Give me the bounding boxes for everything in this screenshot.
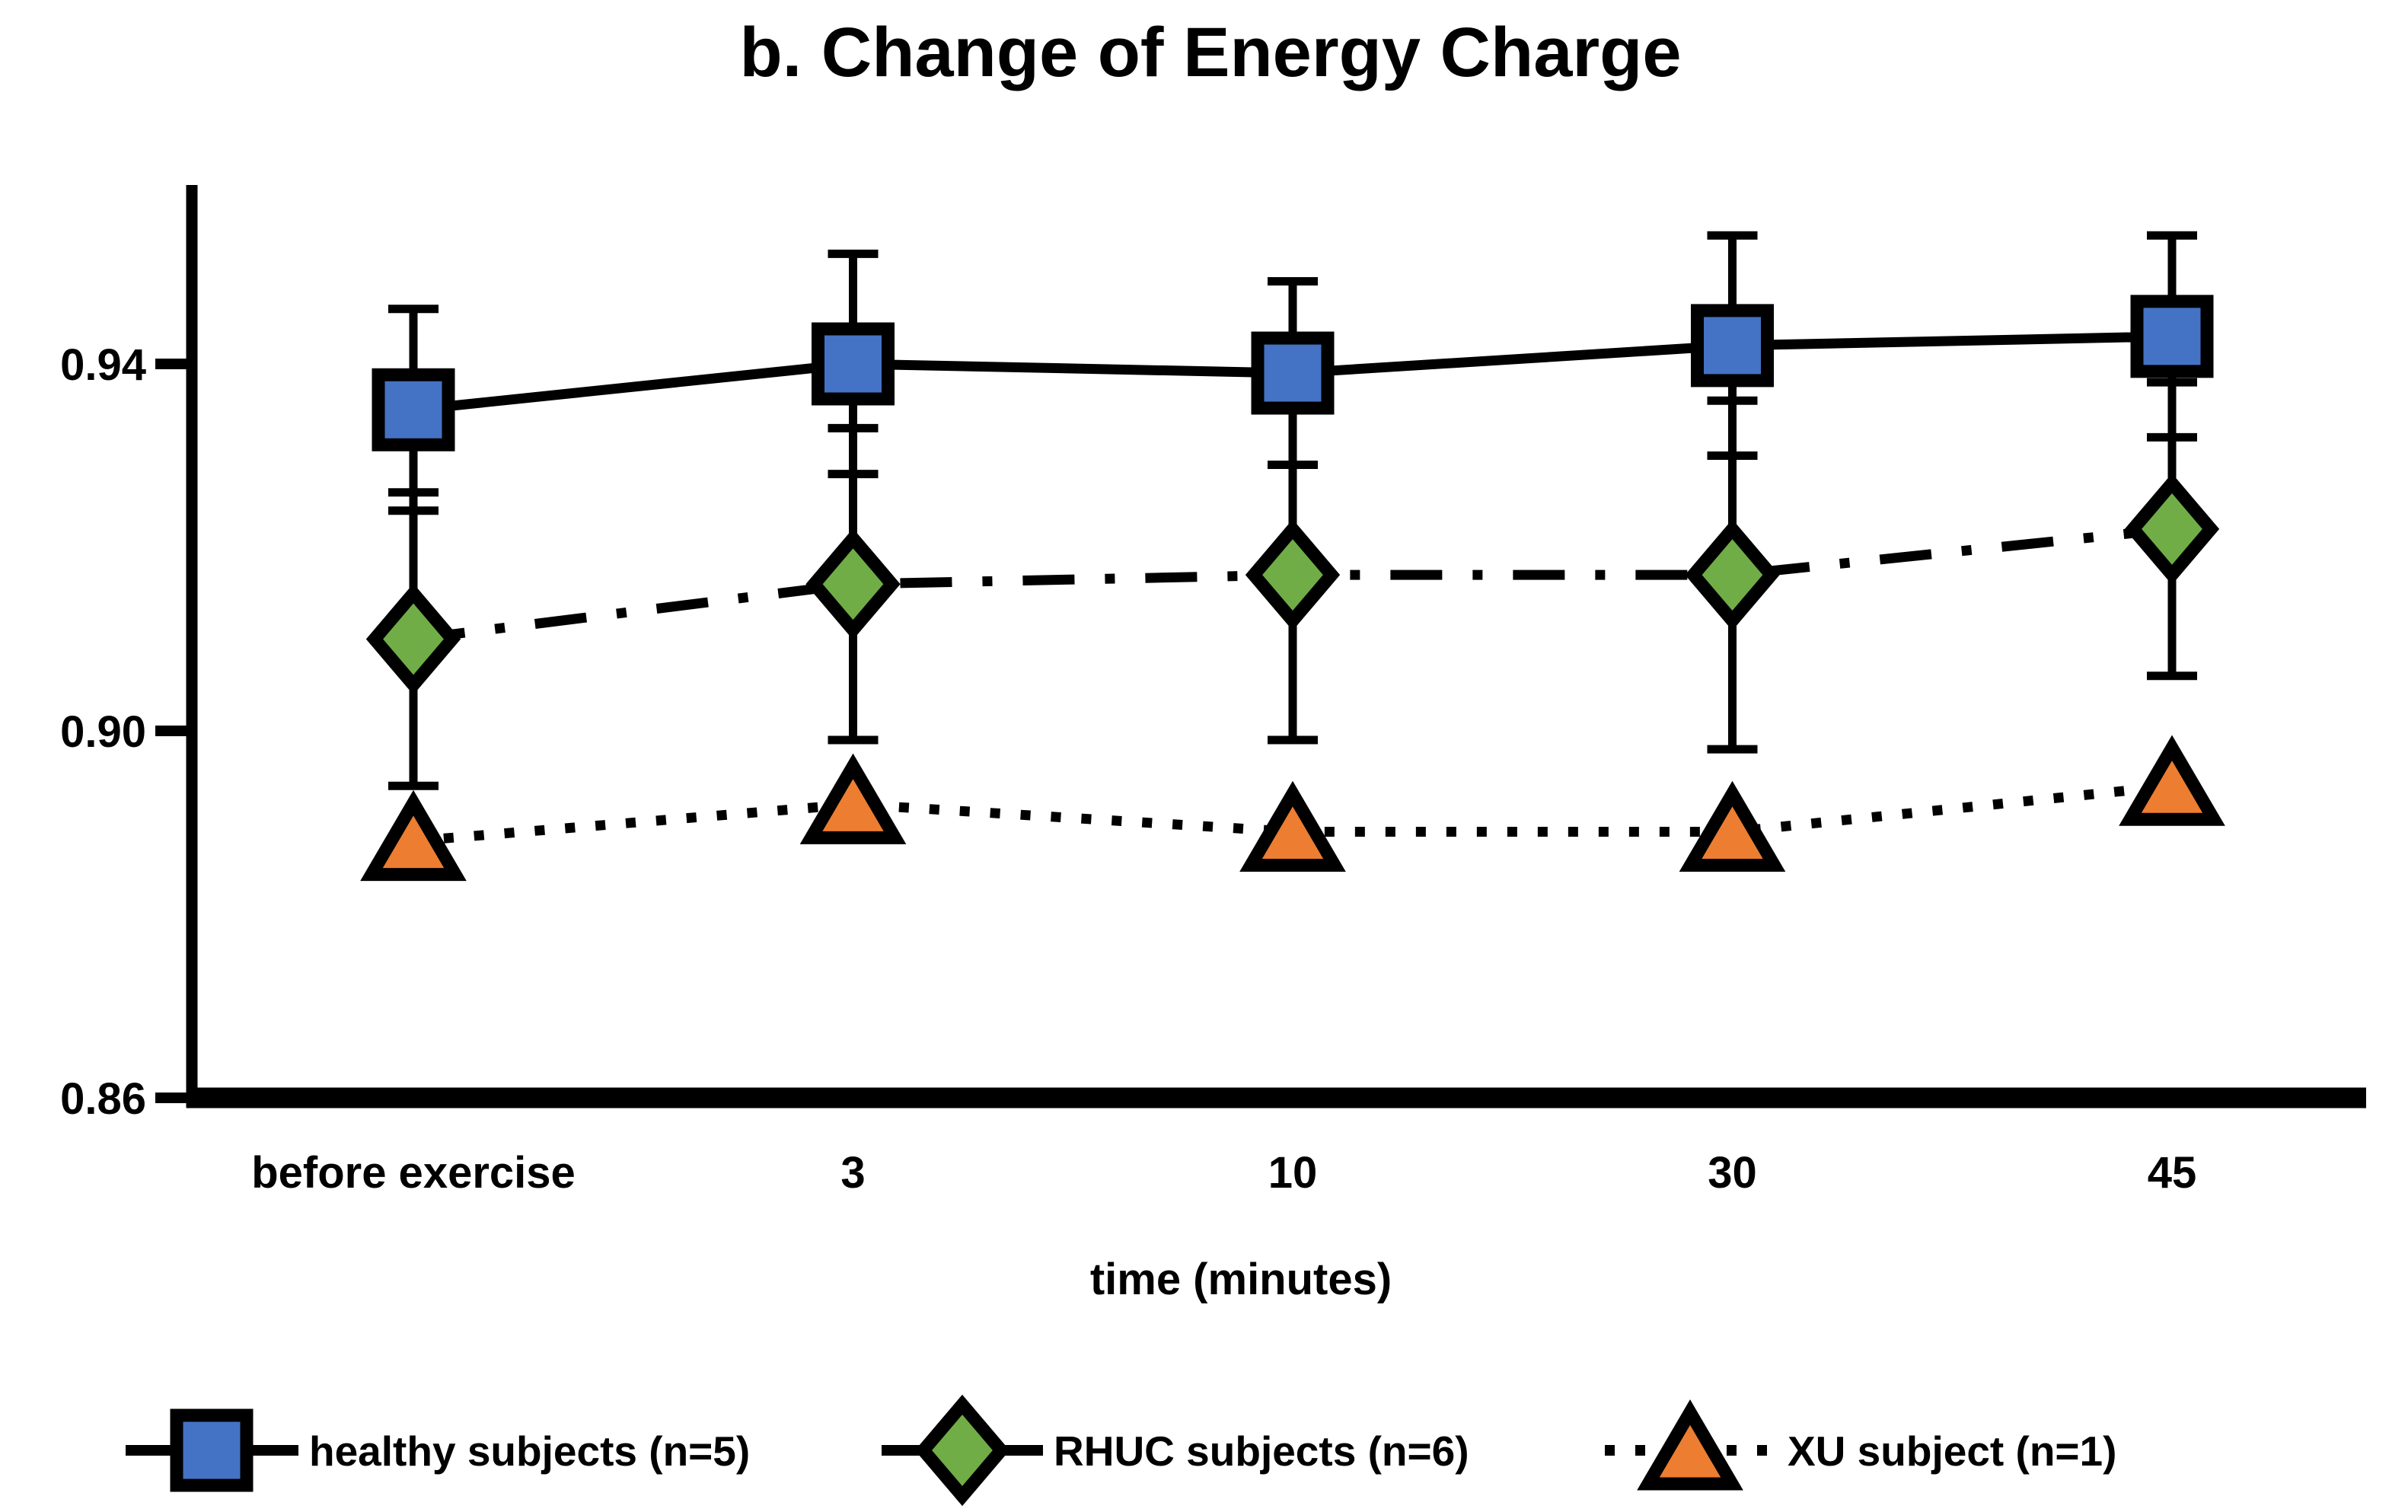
x-axis-title: time (minutes)	[1090, 1255, 1392, 1304]
legend-item: RHUC subjects (n=6)	[882, 1394, 1469, 1507]
marker-square	[2130, 295, 2214, 378]
legend-item: XU subject (n=1)	[1605, 1399, 2116, 1491]
marker-square	[812, 322, 895, 406]
marker-triangle	[2119, 735, 2225, 826]
y-tick-label: 0.86	[60, 1074, 146, 1124]
legend-item-label: XU subject (n=1)	[1788, 1427, 2116, 1475]
plot-area	[360, 231, 2225, 882]
marker-diamond	[365, 583, 461, 695]
x-tick-label: 30	[1708, 1148, 1757, 1198]
axes: 0.94 0.90 0.86 before exercise 3 10 30 45	[60, 185, 2366, 1198]
marker-diamond	[1685, 519, 1780, 631]
marker-square	[372, 368, 455, 451]
legend-item-label: healthy subjects (n=5)	[309, 1427, 750, 1475]
marker-diamond	[914, 1394, 1010, 1507]
x-tick-label: 45	[2148, 1148, 2197, 1198]
marker-triangle	[1637, 1399, 1743, 1491]
marker-triangle	[360, 789, 467, 882]
legend-item: healthy subjects (n=5)	[126, 1408, 750, 1492]
marker-diamond	[805, 528, 901, 640]
legend-item-label: RHUC subjects (n=6)	[1054, 1427, 1469, 1475]
marker-diamond	[2124, 473, 2220, 585]
chart-title: b. Change of Energy Charge	[739, 14, 1681, 91]
marker-diamond	[1245, 519, 1341, 631]
marker-triangle	[799, 753, 907, 844]
series-line-dotted	[413, 780, 2173, 847]
x-tick-label: 10	[1268, 1148, 1318, 1198]
x-tick-label: 3	[840, 1148, 865, 1198]
marker-square	[170, 1408, 254, 1492]
y-tick-label: 0.90	[60, 707, 146, 757]
x-tick-label: before exercise	[251, 1148, 576, 1198]
marker-triangle	[1239, 780, 1346, 872]
marker-square	[1251, 331, 1335, 415]
marker-square	[1691, 304, 1774, 388]
legend: healthy subjects (n=5) RHUC subjects (n=6…	[126, 1394, 2116, 1507]
y-tick-label: 0.94	[60, 340, 146, 390]
marker-triangle	[1679, 780, 1786, 872]
